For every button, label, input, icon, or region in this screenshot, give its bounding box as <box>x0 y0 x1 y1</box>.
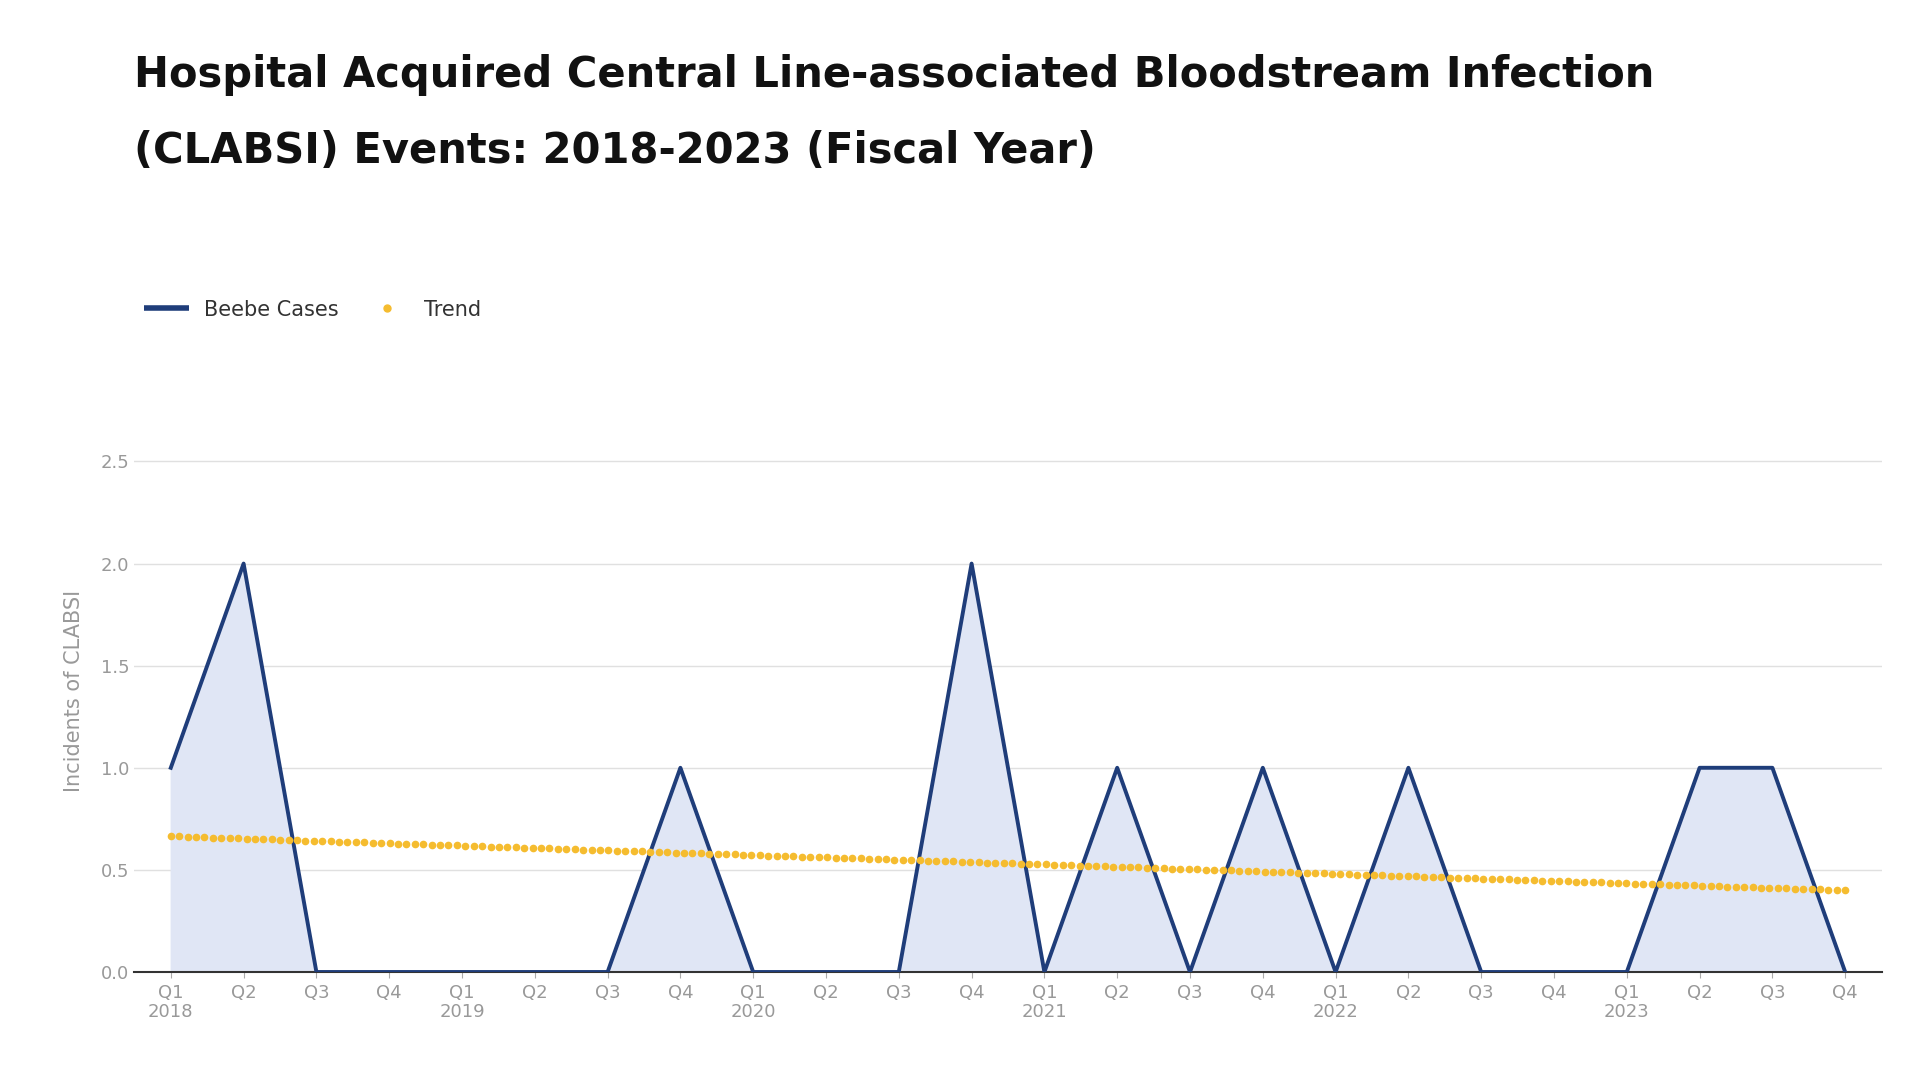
Text: 2022: 2022 <box>1313 1003 1359 1021</box>
Text: 2021: 2021 <box>1021 1003 1068 1021</box>
Text: (CLABSI) Events: 2018-2023 (Fiscal Year): (CLABSI) Events: 2018-2023 (Fiscal Year) <box>134 130 1096 172</box>
Y-axis label: Incidents of CLABSI: Incidents of CLABSI <box>63 590 84 793</box>
Text: 2023: 2023 <box>1603 1003 1649 1021</box>
Text: 2020: 2020 <box>730 1003 776 1021</box>
Legend: Beebe Cases, Trend: Beebe Cases, Trend <box>134 292 490 328</box>
Text: 2018: 2018 <box>148 1003 194 1021</box>
Text: 2019: 2019 <box>440 1003 486 1021</box>
Text: Hospital Acquired Central Line-associated Bloodstream Infection: Hospital Acquired Central Line-associate… <box>134 54 1655 96</box>
